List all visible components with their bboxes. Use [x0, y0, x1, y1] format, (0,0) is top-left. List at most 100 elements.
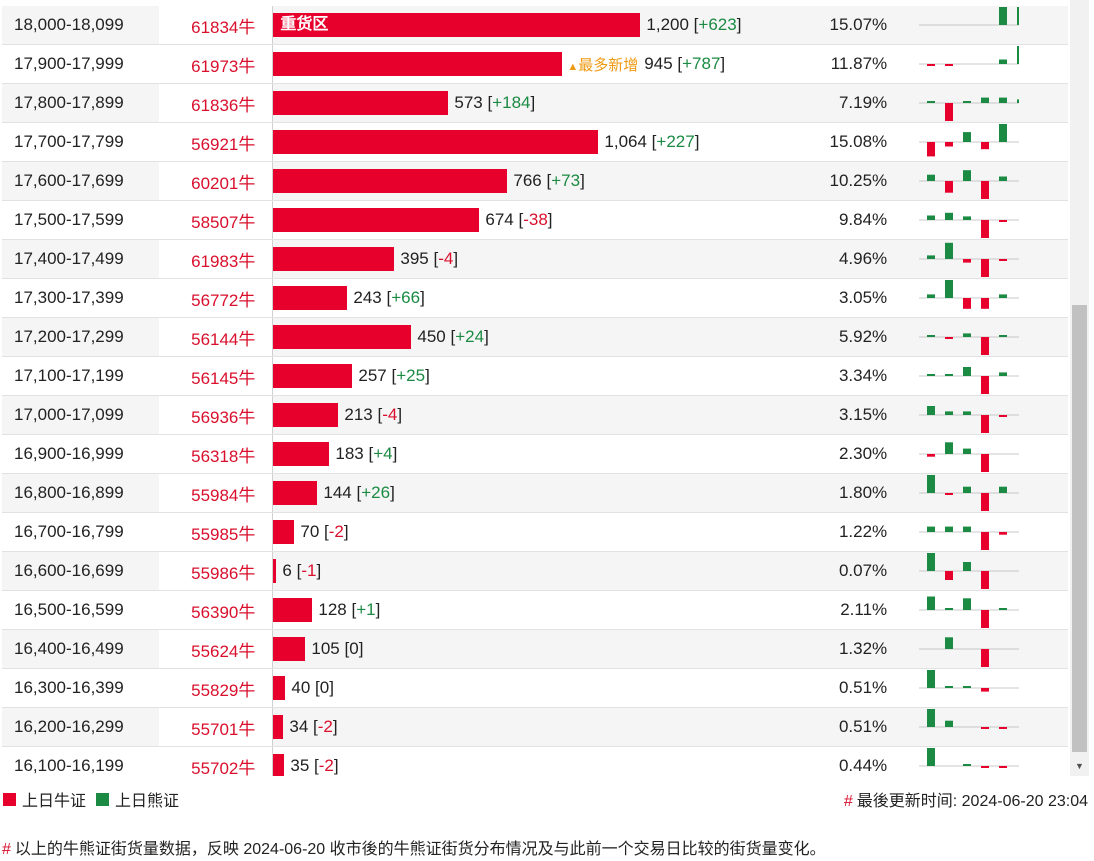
cbbc-code-link[interactable]: 56921牛 — [159, 122, 273, 162]
table-row: 17,100-17,199 56145牛 257 [+25] 3.34% — [2, 356, 1068, 396]
footnote: # 以上的牛熊证街货量数据，反映 2024-06-20 收市後的牛熊证街货分布情况… — [2, 835, 826, 859]
price-range: 17,700-17,799 — [2, 122, 160, 162]
change-sparkline — [919, 242, 1020, 277]
cbbc-code-link[interactable]: 56144牛 — [159, 317, 273, 357]
cbbc-code-link[interactable]: 55624牛 — [159, 629, 273, 669]
percentage: 0.51% — [818, 668, 888, 708]
quantity-bar-cell: 105 [0] — [272, 629, 819, 669]
change-sparkline — [919, 406, 1020, 433]
bar-wrap: 34 [-2] — [273, 715, 818, 739]
change-sparkline-cell — [887, 590, 1068, 630]
sparkline-bar — [999, 372, 1008, 376]
bar-wrap: 105 [0] — [273, 637, 818, 661]
table-row: 17,300-17,399 56772牛 243 [+66] 3.05% — [2, 278, 1068, 318]
cbbc-code-link[interactable]: 55984牛 — [159, 473, 273, 513]
percentage: 0.44% — [818, 746, 888, 776]
quantity-text: 766 [+73] — [513, 171, 585, 190]
quantity-bar — [273, 286, 348, 310]
sparkline-bar — [981, 571, 990, 589]
sparkline-bar — [963, 448, 972, 454]
bar-wrap: 766 [+73] — [273, 169, 818, 193]
cbbc-distribution-table: 18,000-18,099 61834牛 重货区 1,200 [+623] 15.07%… — [2, 6, 1068, 776]
percentage: 1.22% — [818, 512, 888, 552]
quantity-text: 105 [0] — [311, 639, 364, 658]
quantity-bar-cell: 144 [+26] — [272, 473, 819, 513]
cbbc-code-link[interactable]: 58507牛 — [159, 200, 273, 240]
price-range: 16,200-16,299 — [2, 707, 160, 747]
table-row: 17,700-17,799 56921牛 1,064 [+227] 15.08% — [2, 122, 1068, 162]
quantity-value: 450 — [417, 327, 446, 346]
sparkline-bar — [999, 176, 1008, 181]
sparkline-bar — [981, 454, 990, 472]
sparkline-bar — [999, 97, 1008, 103]
cbbc-code-link[interactable]: 61836牛 — [159, 83, 273, 123]
quantity-bar-cell: 34 [-2] — [272, 707, 819, 747]
quantity-bar — [273, 403, 339, 427]
percentage: 3.05% — [818, 278, 888, 318]
change-sparkline-cell — [887, 44, 1068, 84]
sparkline-bar — [963, 526, 972, 532]
quantity-text: 450 [+24] — [417, 327, 489, 346]
change-sparkline — [919, 280, 1020, 309]
quantity-change: -4 — [382, 405, 398, 424]
quantity-bar-cell: 183 [+4] — [272, 434, 819, 474]
sparkline-bar — [981, 220, 990, 238]
sparkline-bar — [981, 727, 990, 729]
sparkline-bar — [927, 553, 936, 571]
quantity-text: 1,064 [+227] — [604, 132, 700, 151]
change-sparkline — [919, 748, 1020, 768]
quantity-bar-cell: 243 [+66] — [272, 278, 819, 318]
sparkline-bar — [945, 637, 954, 649]
sparkline-bar — [999, 220, 1008, 222]
quantity-value: 1,200 — [646, 15, 689, 34]
cbbc-code-link[interactable]: 61973牛 — [159, 44, 273, 84]
cbbc-code-link[interactable]: 55829牛 — [159, 668, 273, 708]
cbbc-code-link[interactable]: 55985牛 — [159, 512, 273, 552]
bar-wrap: 183 [+4] — [273, 442, 818, 466]
cbbc-code-link[interactable]: 56318牛 — [159, 434, 273, 474]
cbbc-code-link[interactable]: 55986牛 — [159, 551, 273, 591]
price-range: 17,300-17,399 — [2, 278, 160, 318]
cbbc-code-link[interactable]: 56390牛 — [159, 590, 273, 630]
distribution-scroll-area[interactable]: 18,000-18,099 61834牛 重货区 1,200 [+623] 15.07%… — [0, 0, 1070, 776]
scroll-down-arrow-icon[interactable]: ▼ — [1075, 761, 1084, 771]
table-row: 17,600-17,699 60201牛 766 [+73] 10.25% — [2, 161, 1068, 201]
cbbc-code-link[interactable]: 56936牛 — [159, 395, 273, 435]
quantity-change: +227 — [656, 132, 695, 151]
table-row: 17,200-17,299 56144牛 450 [+24] 5.92% — [2, 317, 1068, 357]
sparkline-bar — [981, 337, 990, 355]
cbbc-code-link[interactable]: 61983牛 — [159, 239, 273, 279]
quantity-change: +787 — [682, 54, 721, 73]
change-sparkline-cell — [887, 161, 1068, 201]
percentage: 10.25% — [818, 161, 888, 201]
cbbc-code-link[interactable]: 56772牛 — [159, 278, 273, 318]
cbbc-code-link[interactable]: 55702牛 — [159, 746, 273, 776]
change-sparkline-cell — [887, 629, 1068, 669]
change-sparkline-cell — [887, 278, 1068, 318]
vertical-scrollbar[interactable]: ▼ — [1070, 0, 1089, 776]
cbbc-code-link[interactable]: 56145牛 — [159, 356, 273, 396]
cbbc-code-link[interactable]: 61834牛 — [159, 6, 273, 45]
sparkline-bar — [927, 748, 936, 766]
price-range: 16,300-16,399 — [2, 668, 160, 708]
quantity-bar — [273, 754, 285, 776]
quantity-change: +24 — [455, 327, 485, 346]
quantity-bar — [273, 208, 480, 232]
quantity-bar — [273, 442, 330, 466]
scrollbar-thumb[interactable] — [1072, 305, 1087, 752]
percentage: 0.51% — [818, 707, 888, 747]
change-sparkline — [919, 442, 1020, 472]
sparkline-bar — [999, 766, 1008, 768]
price-range: 17,900-17,999 — [2, 44, 160, 84]
bull-legend-label: 上日牛证 — [22, 793, 87, 810]
cbbc-code-link[interactable]: 60201牛 — [159, 161, 273, 201]
sparkline-bar — [981, 97, 990, 103]
bar-wrap: 40 [0] — [273, 676, 818, 700]
quantity-change: +73 — [551, 171, 581, 190]
quantity-text: 35 [-2] — [290, 756, 339, 775]
quantity-bar — [273, 364, 353, 388]
change-sparkline — [919, 596, 1020, 628]
quantity-bar — [273, 637, 306, 661]
sparkline-bar — [999, 7, 1008, 25]
cbbc-code-link[interactable]: 55701牛 — [159, 707, 273, 747]
